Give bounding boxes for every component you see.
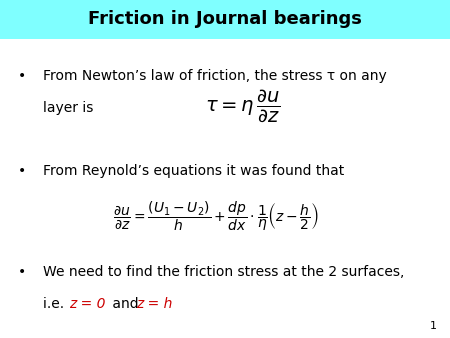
Text: 1: 1 xyxy=(429,321,436,331)
Text: z = 0: z = 0 xyxy=(69,297,105,311)
Text: and: and xyxy=(108,297,144,311)
FancyBboxPatch shape xyxy=(0,0,450,39)
Text: •: • xyxy=(18,164,26,178)
Text: From Newton’s law of friction, the stress τ on any: From Newton’s law of friction, the stres… xyxy=(43,69,387,83)
Text: •: • xyxy=(18,69,26,83)
Text: •: • xyxy=(18,265,26,279)
Text: $\dfrac{\partial u}{\partial z} = \dfrac{(U_1 - U_2)}{h} + \dfrac{dp}{dx}\cdot\d: $\dfrac{\partial u}{\partial z} = \dfrac… xyxy=(113,199,319,233)
Text: Friction in Journal bearings: Friction in Journal bearings xyxy=(88,10,362,28)
Text: We need to find the friction stress at the 2 surfaces,: We need to find the friction stress at t… xyxy=(43,265,404,279)
Text: $\tau = \eta\,\dfrac{\partial u}{\partial z}$: $\tau = \eta\,\dfrac{\partial u}{\partia… xyxy=(205,88,281,124)
Text: From Reynold’s equations it was found that: From Reynold’s equations it was found th… xyxy=(43,164,344,178)
Text: i.e.: i.e. xyxy=(43,297,68,311)
Text: z = h: z = h xyxy=(136,297,173,311)
Text: layer is: layer is xyxy=(43,101,93,115)
